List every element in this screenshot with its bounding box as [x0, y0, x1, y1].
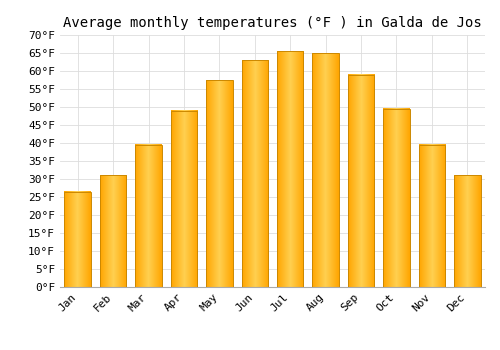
Bar — [206, 80, 233, 287]
Bar — [348, 75, 374, 287]
Bar — [242, 60, 268, 287]
Bar — [170, 111, 197, 287]
Bar — [312, 53, 339, 287]
Bar — [136, 145, 162, 287]
Bar — [418, 145, 445, 287]
Bar — [64, 191, 91, 287]
Title: Average monthly temperatures (°F ) in Galda de Jos: Average monthly temperatures (°F ) in Ga… — [63, 16, 482, 30]
Bar — [454, 175, 480, 287]
Bar — [383, 109, 409, 287]
Bar — [277, 51, 303, 287]
Bar — [100, 175, 126, 287]
